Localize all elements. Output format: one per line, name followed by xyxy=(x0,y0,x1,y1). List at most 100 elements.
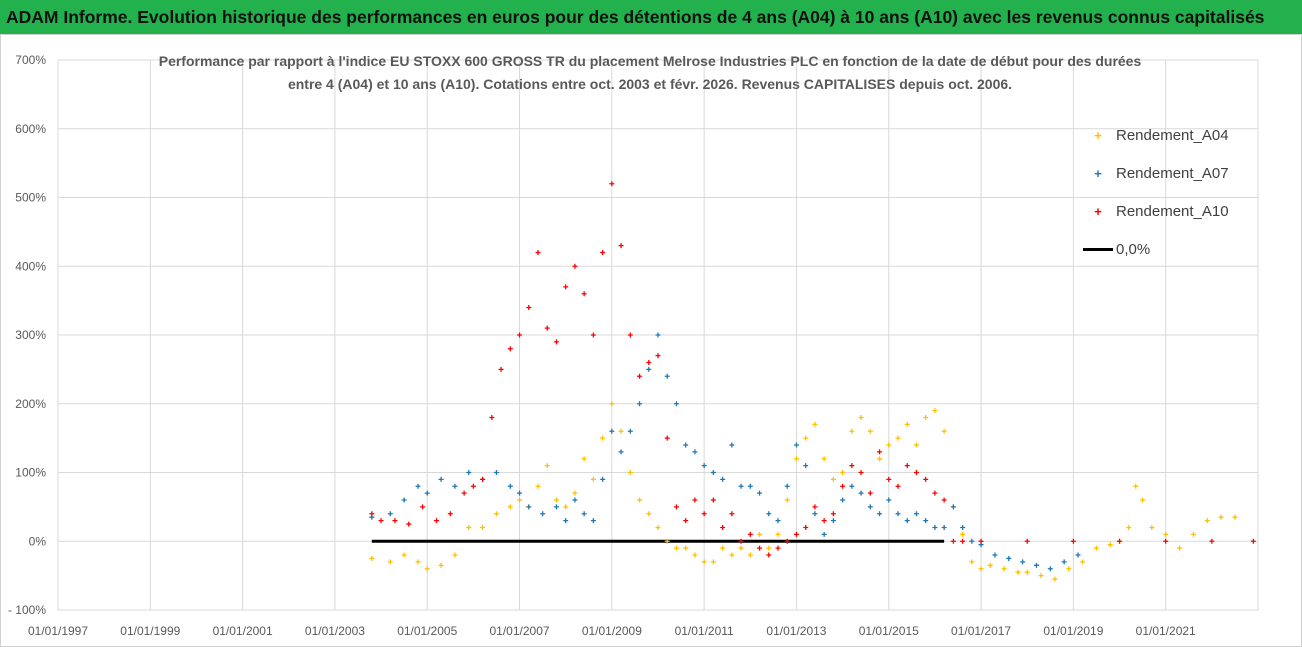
series-rendement-a10 xyxy=(369,181,1256,558)
data-point xyxy=(867,504,873,510)
data-point xyxy=(664,373,670,379)
data-point xyxy=(941,428,947,434)
data-point xyxy=(812,511,818,517)
x-tick-label: 01/01/2013 xyxy=(766,624,826,638)
data-point xyxy=(1126,525,1132,530)
plus-marker-icon: + xyxy=(1094,203,1102,219)
data-point xyxy=(1061,559,1067,565)
data-point xyxy=(581,456,587,462)
data-point xyxy=(581,511,587,517)
data-point xyxy=(369,555,375,561)
data-point xyxy=(563,518,569,524)
data-point xyxy=(637,401,643,407)
data-point xyxy=(600,476,606,482)
data-point xyxy=(766,552,772,558)
data-point xyxy=(618,428,624,434)
chart-title: Performance par rapport à l'indice EU ST… xyxy=(120,50,1180,96)
y-tick-label: - 100% xyxy=(8,603,46,617)
data-point xyxy=(923,415,929,420)
data-point xyxy=(452,552,458,558)
data-point xyxy=(1038,573,1044,579)
data-point xyxy=(830,518,836,524)
data-point xyxy=(572,490,578,496)
data-point xyxy=(683,545,689,551)
x-tick-label: 01/01/2019 xyxy=(1043,624,1103,638)
data-point xyxy=(821,531,827,537)
data-point xyxy=(424,490,430,496)
data-point xyxy=(664,435,670,441)
data-point xyxy=(553,504,559,510)
data-point xyxy=(941,525,947,530)
data-point xyxy=(618,243,624,249)
data-point xyxy=(673,545,679,551)
data-point xyxy=(766,511,772,517)
data-point xyxy=(438,476,444,482)
data-point xyxy=(627,470,633,475)
data-point xyxy=(387,511,393,517)
data-point xyxy=(1015,569,1021,575)
data-point xyxy=(1024,538,1030,544)
data-point xyxy=(877,449,883,455)
data-point xyxy=(517,490,523,496)
data-point xyxy=(1250,538,1256,544)
data-point xyxy=(535,483,541,489)
data-point xyxy=(535,250,541,255)
data-point xyxy=(1190,531,1196,537)
x-tick-label: 01/01/2017 xyxy=(951,624,1011,638)
x-tick-label: 01/01/2009 xyxy=(582,624,642,638)
data-point xyxy=(803,463,809,469)
data-point xyxy=(415,483,421,489)
data-point xyxy=(913,470,919,475)
data-point xyxy=(609,428,615,434)
data-point xyxy=(960,538,966,544)
data-point xyxy=(738,545,744,551)
data-point xyxy=(646,511,652,517)
data-point xyxy=(1006,555,1012,561)
chart-legend: + Rendement_A04 + Rendement_A07 + Rendem… xyxy=(1080,116,1265,268)
data-point xyxy=(886,442,892,448)
data-point xyxy=(950,538,956,544)
data-point xyxy=(803,435,809,441)
data-point xyxy=(392,518,398,524)
data-point xyxy=(618,449,624,455)
data-point xyxy=(978,566,984,572)
plus-marker-icon: + xyxy=(1094,165,1102,181)
data-point xyxy=(720,476,726,482)
data-point xyxy=(895,511,901,517)
x-tick-label: 01/01/2011 xyxy=(675,624,734,638)
x-tick-label: 01/01/2001 xyxy=(213,624,273,638)
data-point xyxy=(480,525,486,530)
data-point xyxy=(812,421,818,427)
data-point xyxy=(664,538,670,544)
data-point xyxy=(493,470,499,475)
data-point xyxy=(637,373,643,379)
data-point xyxy=(913,511,919,517)
data-point xyxy=(1117,538,1123,544)
data-point xyxy=(913,442,919,448)
data-point xyxy=(738,483,744,489)
data-point xyxy=(1204,518,1210,524)
legend-label-a07: Rendement_A07 xyxy=(1116,164,1229,182)
y-tick-label: 500% xyxy=(15,191,46,205)
data-point xyxy=(553,339,559,345)
data-point xyxy=(438,562,444,568)
data-point xyxy=(655,525,661,530)
data-point xyxy=(858,470,864,475)
data-point xyxy=(830,476,836,482)
data-point xyxy=(775,518,781,524)
data-point xyxy=(895,483,901,489)
data-point xyxy=(710,470,716,475)
y-tick-label: 600% xyxy=(15,122,46,136)
grid-lines xyxy=(57,59,1259,611)
y-tick-label: 200% xyxy=(15,397,46,411)
data-point xyxy=(553,497,559,503)
data-point xyxy=(507,504,513,510)
data-point xyxy=(480,476,486,482)
x-axis-ticks: 01/01/1997 01/01/1999 01/01/2001 01/01/2003… xyxy=(28,624,1196,638)
data-point xyxy=(655,332,661,338)
data-point xyxy=(692,449,698,455)
series-marks xyxy=(369,181,1256,582)
data-point xyxy=(517,332,523,338)
data-point xyxy=(867,490,873,496)
